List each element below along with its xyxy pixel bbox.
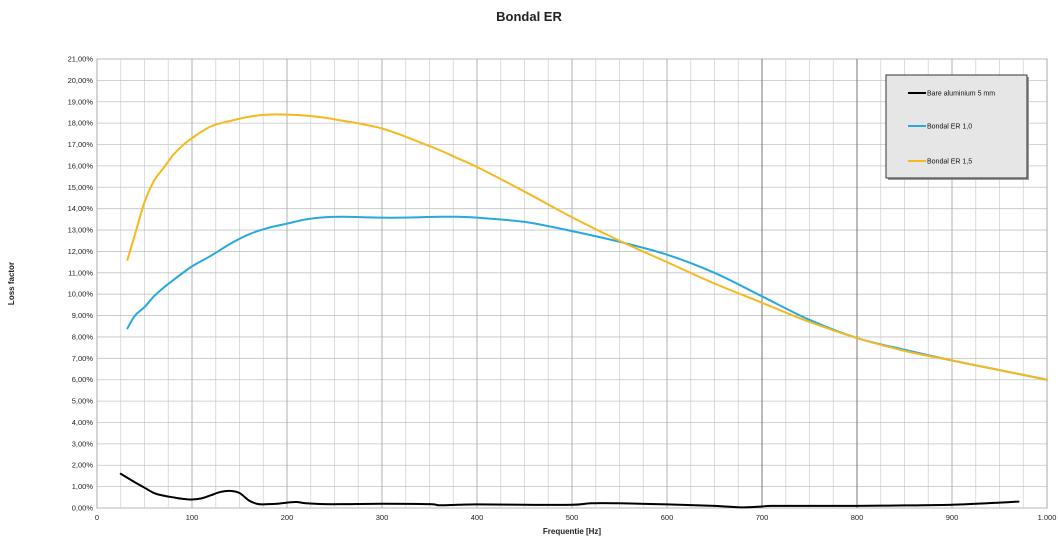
- chart-title: Bondal ER: [496, 9, 562, 24]
- y-tick-label: 12,00%: [68, 247, 94, 256]
- y-tick-label: 8,00%: [72, 332, 94, 341]
- y-tick-label: 7,00%: [72, 354, 94, 363]
- x-tick-label: 600: [661, 513, 674, 522]
- y-tick-labels: 0,00% 1,00% 2,00% 3,00% 4,00% 5,00% 6,00% 7,00%…: [68, 55, 94, 513]
- x-tick-label: 800: [851, 513, 864, 522]
- x-tick-label: 300: [376, 513, 389, 522]
- legend-entry: Bondal ER 1,0: [927, 124, 972, 131]
- y-tick-label: 9,00%: [72, 311, 94, 320]
- y-tick-label: 5,00%: [72, 397, 94, 406]
- x-axis-title: Frequentie [Hz]: [543, 527, 602, 536]
- x-tick-label: 400: [471, 513, 484, 522]
- y-tick-label: 1,00%: [72, 482, 94, 491]
- series-lines: [119, 113, 1048, 509]
- y-axis-title: Loss factor: [7, 262, 16, 305]
- x-tick-label: 900: [946, 513, 959, 522]
- y-tick-label: 18,00%: [68, 119, 94, 128]
- series-line-1: [126, 215, 1048, 381]
- x-tick-label: 1.000: [1038, 513, 1057, 522]
- y-tick-label: 3,00%: [72, 439, 94, 448]
- y-tick-label: 10,00%: [68, 290, 94, 299]
- legend-entry: Bare aluminium 5 mm: [927, 91, 995, 98]
- y-tick-label: 19,00%: [68, 97, 94, 106]
- y-tick-label: 11,00%: [68, 268, 93, 277]
- y-tick-label: 4,00%: [72, 418, 94, 427]
- y-tick-label: 20,00%: [68, 76, 94, 85]
- x-tick-label: 700: [756, 513, 769, 522]
- y-tick-label: 6,00%: [72, 375, 94, 384]
- y-tick-label: 16,00%: [68, 161, 94, 170]
- legend: Bare aluminium 5 mm Bondal ER 1,0 Bondal E…: [885, 74, 1029, 180]
- x-tick-label: 100: [186, 513, 199, 522]
- y-tick-label: 2,00%: [72, 461, 94, 470]
- x-tick-label: 200: [281, 513, 294, 522]
- x-tick-labels: 0 100 200 300 400 500 600 700 800 900 1.000: [95, 513, 1056, 522]
- legend-entry: Bondal ER 1,5: [927, 159, 972, 166]
- y-tick-label: 15,00%: [68, 183, 94, 192]
- y-tick-label: 21,00%: [68, 55, 94, 64]
- y-tick-label: 0,00%: [72, 504, 94, 513]
- y-tick-label: 17,00%: [68, 140, 94, 149]
- x-tick-label: 500: [566, 513, 579, 522]
- series-line-2: [126, 113, 1048, 381]
- series-line-0: [119, 472, 1020, 509]
- y-tick-label: 13,00%: [68, 226, 94, 235]
- y-tick-label: 14,00%: [68, 204, 94, 213]
- x-tick-label: 0: [95, 513, 99, 522]
